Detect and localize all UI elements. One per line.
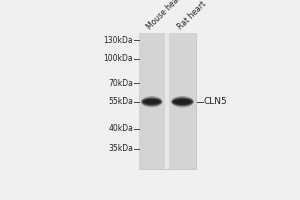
FancyBboxPatch shape bbox=[139, 33, 165, 169]
Text: CLN5: CLN5 bbox=[204, 97, 227, 106]
Text: Rat heart: Rat heart bbox=[176, 0, 208, 32]
Text: 35kDa: 35kDa bbox=[108, 144, 133, 153]
FancyBboxPatch shape bbox=[139, 33, 196, 169]
Ellipse shape bbox=[144, 100, 159, 104]
Ellipse shape bbox=[171, 96, 194, 108]
Ellipse shape bbox=[172, 97, 193, 106]
Ellipse shape bbox=[142, 99, 161, 105]
Text: Mouse heart: Mouse heart bbox=[146, 0, 185, 32]
Ellipse shape bbox=[141, 96, 163, 108]
Text: 100kDa: 100kDa bbox=[104, 54, 133, 63]
Text: 40kDa: 40kDa bbox=[108, 124, 133, 133]
Ellipse shape bbox=[142, 97, 162, 106]
FancyBboxPatch shape bbox=[169, 33, 196, 169]
FancyBboxPatch shape bbox=[165, 33, 170, 169]
Text: 70kDa: 70kDa bbox=[108, 79, 133, 88]
Text: 55kDa: 55kDa bbox=[108, 97, 133, 106]
Text: 130kDa: 130kDa bbox=[104, 36, 133, 45]
Ellipse shape bbox=[175, 100, 190, 104]
Ellipse shape bbox=[173, 99, 192, 105]
